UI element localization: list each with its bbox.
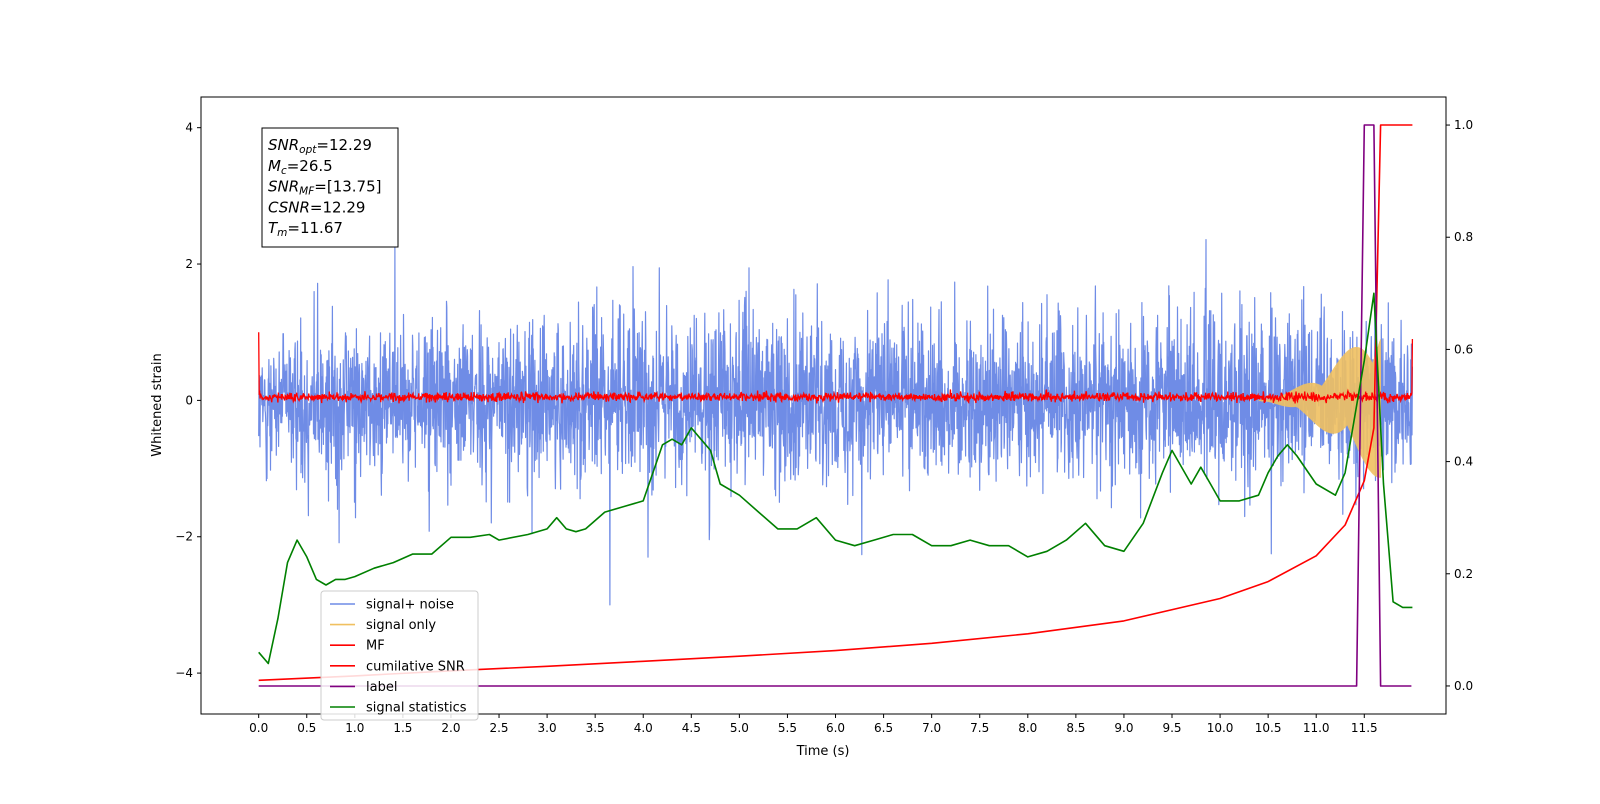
y2-tick-label: 0.4	[1454, 455, 1473, 469]
legend-label: signal statistics	[366, 701, 467, 716]
plot-frame	[200, 96, 1447, 715]
y-axis-left: −4 −2 0 2 4	[175, 121, 201, 680]
y2-tick-label: 0.2	[1454, 567, 1473, 581]
y-axis-right: 0.0 0.2 0.4 0.6 0.8 1.0	[1446, 118, 1473, 693]
x-tick-label: 10.5	[1255, 721, 1282, 735]
y2-tick-label: 0.8	[1454, 230, 1473, 244]
y2-tick-label: 0.0	[1454, 679, 1473, 693]
series-signal-noise-line	[258, 239, 1413, 606]
x-tick-label: 4.5	[682, 721, 701, 735]
legend-label: MF	[366, 639, 385, 654]
y-axis-label: Whitened strain	[150, 353, 165, 456]
y-tick-label: 2	[185, 257, 193, 271]
x-tick-label: 8.0	[1018, 721, 1037, 735]
annotation-frame	[261, 127, 399, 248]
x-tick-label: 5.0	[730, 721, 749, 735]
annotation-line: Mc=26.5	[268, 157, 333, 177]
x-axis: 0.0 0.5 1.0 1.5 2.0 2.5 3.0 3.5 4.0 4.5 5.0 5.5 6.0 6…	[249, 714, 1378, 735]
legend-label: cumilative SNR	[366, 659, 465, 674]
legend-label: signal only	[366, 618, 436, 633]
x-tick-label: 3.5	[586, 721, 605, 735]
x-tick-label: 11.5	[1351, 721, 1378, 735]
series-mf-line	[258, 332, 1414, 404]
x-tick-label: 2.5	[489, 721, 508, 735]
legend-label: label	[366, 680, 397, 695]
x-tick-label: 10.0	[1207, 721, 1234, 735]
legend: signal+ noise signal only MF cumilative SNR…	[320, 590, 479, 721]
x-tick-label: 1.5	[393, 721, 412, 735]
annotation-line: SNRMF=[13.75]	[268, 178, 382, 198]
x-tick-label: 5.5	[778, 721, 797, 735]
y-tick-label: −4	[175, 666, 193, 680]
x-axis-label: Time (s)	[796, 744, 850, 759]
x-tick-label: 0.5	[297, 721, 316, 735]
annotation-line: SNRopt=12.29	[268, 136, 372, 156]
x-tick-label: 11.0	[1303, 721, 1330, 735]
x-tick-label: 4.0	[634, 721, 653, 735]
series-signal-statistics-line	[258, 292, 1413, 665]
x-tick-label: 8.5	[1066, 721, 1085, 735]
x-tick-label: 9.5	[1162, 721, 1181, 735]
x-tick-label: 9.0	[1114, 721, 1133, 735]
x-tick-label: 0.0	[249, 721, 268, 735]
x-tick-label: 6.0	[826, 721, 845, 735]
legend-frame	[320, 590, 479, 721]
y-tick-label: 0	[185, 393, 193, 407]
x-tick-label: 3.0	[538, 721, 557, 735]
x-tick-label: 6.5	[874, 721, 893, 735]
series-label-line	[258, 124, 1412, 687]
series-cumilative-snr-line	[258, 124, 1413, 682]
annotation-line: CSNR=12.29	[268, 198, 365, 216]
y-tick-label: −2	[175, 530, 193, 544]
x-tick-label: 2.0	[441, 721, 460, 735]
series-layer	[258, 124, 1414, 687]
x-tick-label: 1.0	[345, 721, 364, 735]
x-tick-label: 7.0	[922, 721, 941, 735]
x-tick-label: 7.5	[970, 721, 989, 735]
y-tick-label: 4	[185, 121, 193, 135]
annotation-box: SNRopt=12.29Mc=26.5SNRMF=[13.75]CSNR=12.…	[261, 127, 399, 248]
y2-tick-label: 1.0	[1454, 118, 1473, 132]
y2-tick-label: 0.6	[1454, 342, 1473, 356]
annotation-line: Tm=11.67	[268, 219, 343, 239]
legend-label: signal+ noise	[366, 598, 454, 613]
